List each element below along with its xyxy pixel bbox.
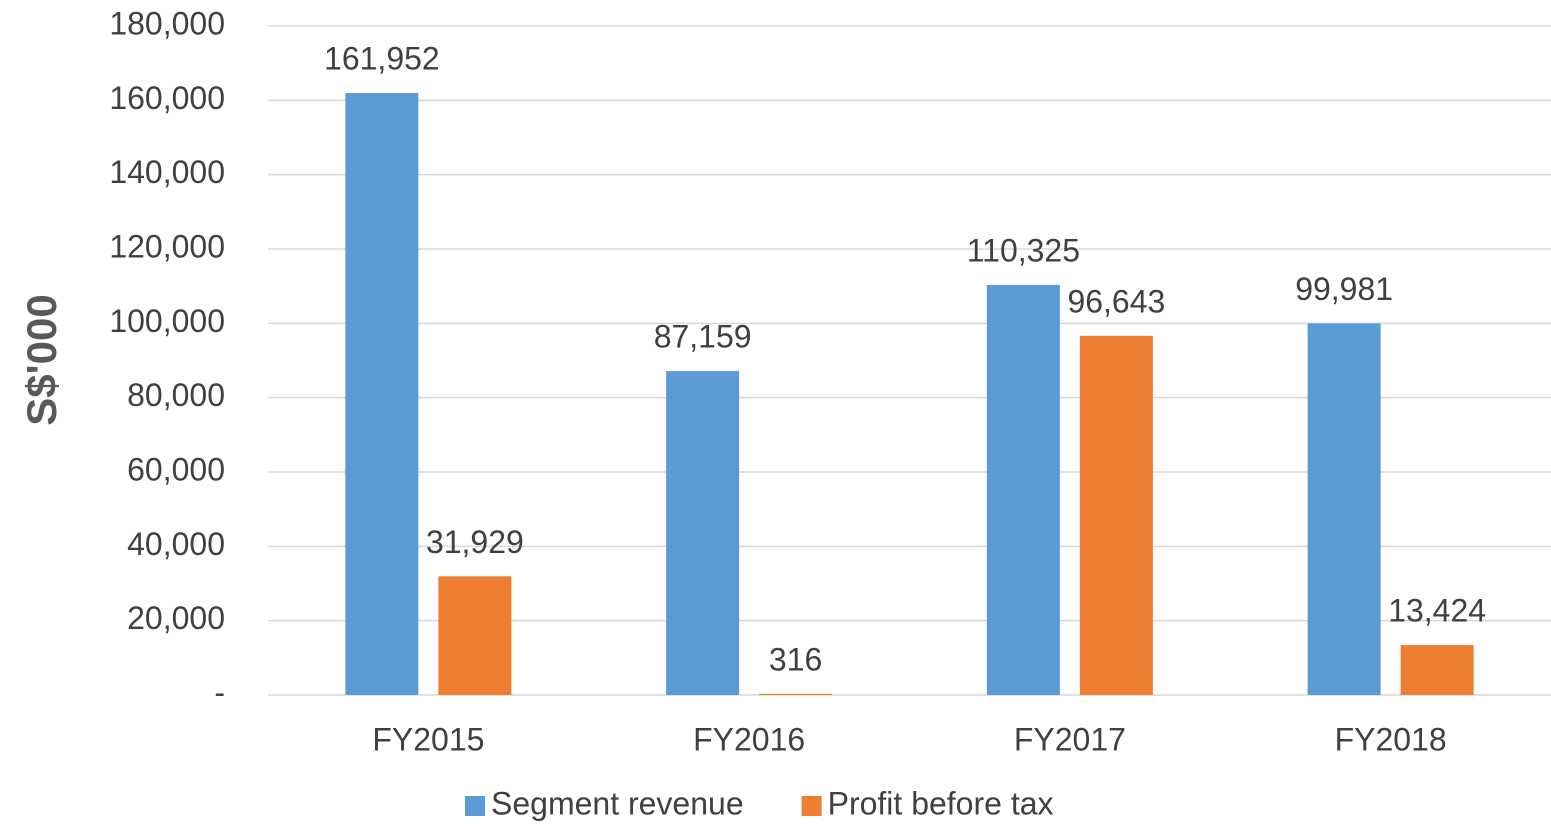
value-label: 161,952	[324, 41, 440, 77]
value-label: 96,643	[1067, 283, 1165, 319]
bar	[666, 371, 740, 695]
y-tick-label: 120,000	[109, 228, 225, 264]
y-tick-label: 20,000	[127, 600, 225, 636]
value-label: 87,159	[654, 319, 752, 355]
x-tick-label: FY2017	[1014, 721, 1126, 757]
value-label: 316	[769, 641, 822, 677]
y-tick-label: 40,000	[127, 526, 225, 562]
bar	[438, 576, 512, 695]
x-tick-label: FY2015	[372, 721, 484, 757]
legend-swatch	[801, 796, 822, 816]
y-axis-title: S$'000	[18, 294, 65, 425]
bar	[759, 693, 833, 695]
y-tick-label: 140,000	[109, 154, 225, 190]
legend-label: Segment revenue	[491, 785, 744, 821]
value-label: 99,981	[1295, 271, 1393, 307]
x-tick-label: FY2016	[693, 721, 805, 757]
value-label: 13,424	[1388, 593, 1486, 629]
legend-swatch	[465, 796, 485, 816]
value-label: 31,929	[426, 524, 524, 560]
x-tick-label: FY2018	[1335, 721, 1447, 757]
bar	[345, 93, 419, 696]
y-tick-label: 80,000	[127, 377, 225, 413]
y-tick-label: 60,000	[127, 451, 225, 487]
bar	[1079, 335, 1153, 695]
bar	[1307, 323, 1381, 695]
y-tick-label: 160,000	[109, 80, 225, 116]
legend-label: Profit before tax	[828, 785, 1054, 821]
bar	[1400, 645, 1474, 695]
y-tick-label: 100,000	[109, 303, 225, 339]
bar	[986, 284, 1060, 695]
y-tick-label: 180,000	[109, 5, 225, 41]
value-label: 110,325	[967, 232, 1080, 268]
y-tick-label: -	[214, 674, 225, 710]
